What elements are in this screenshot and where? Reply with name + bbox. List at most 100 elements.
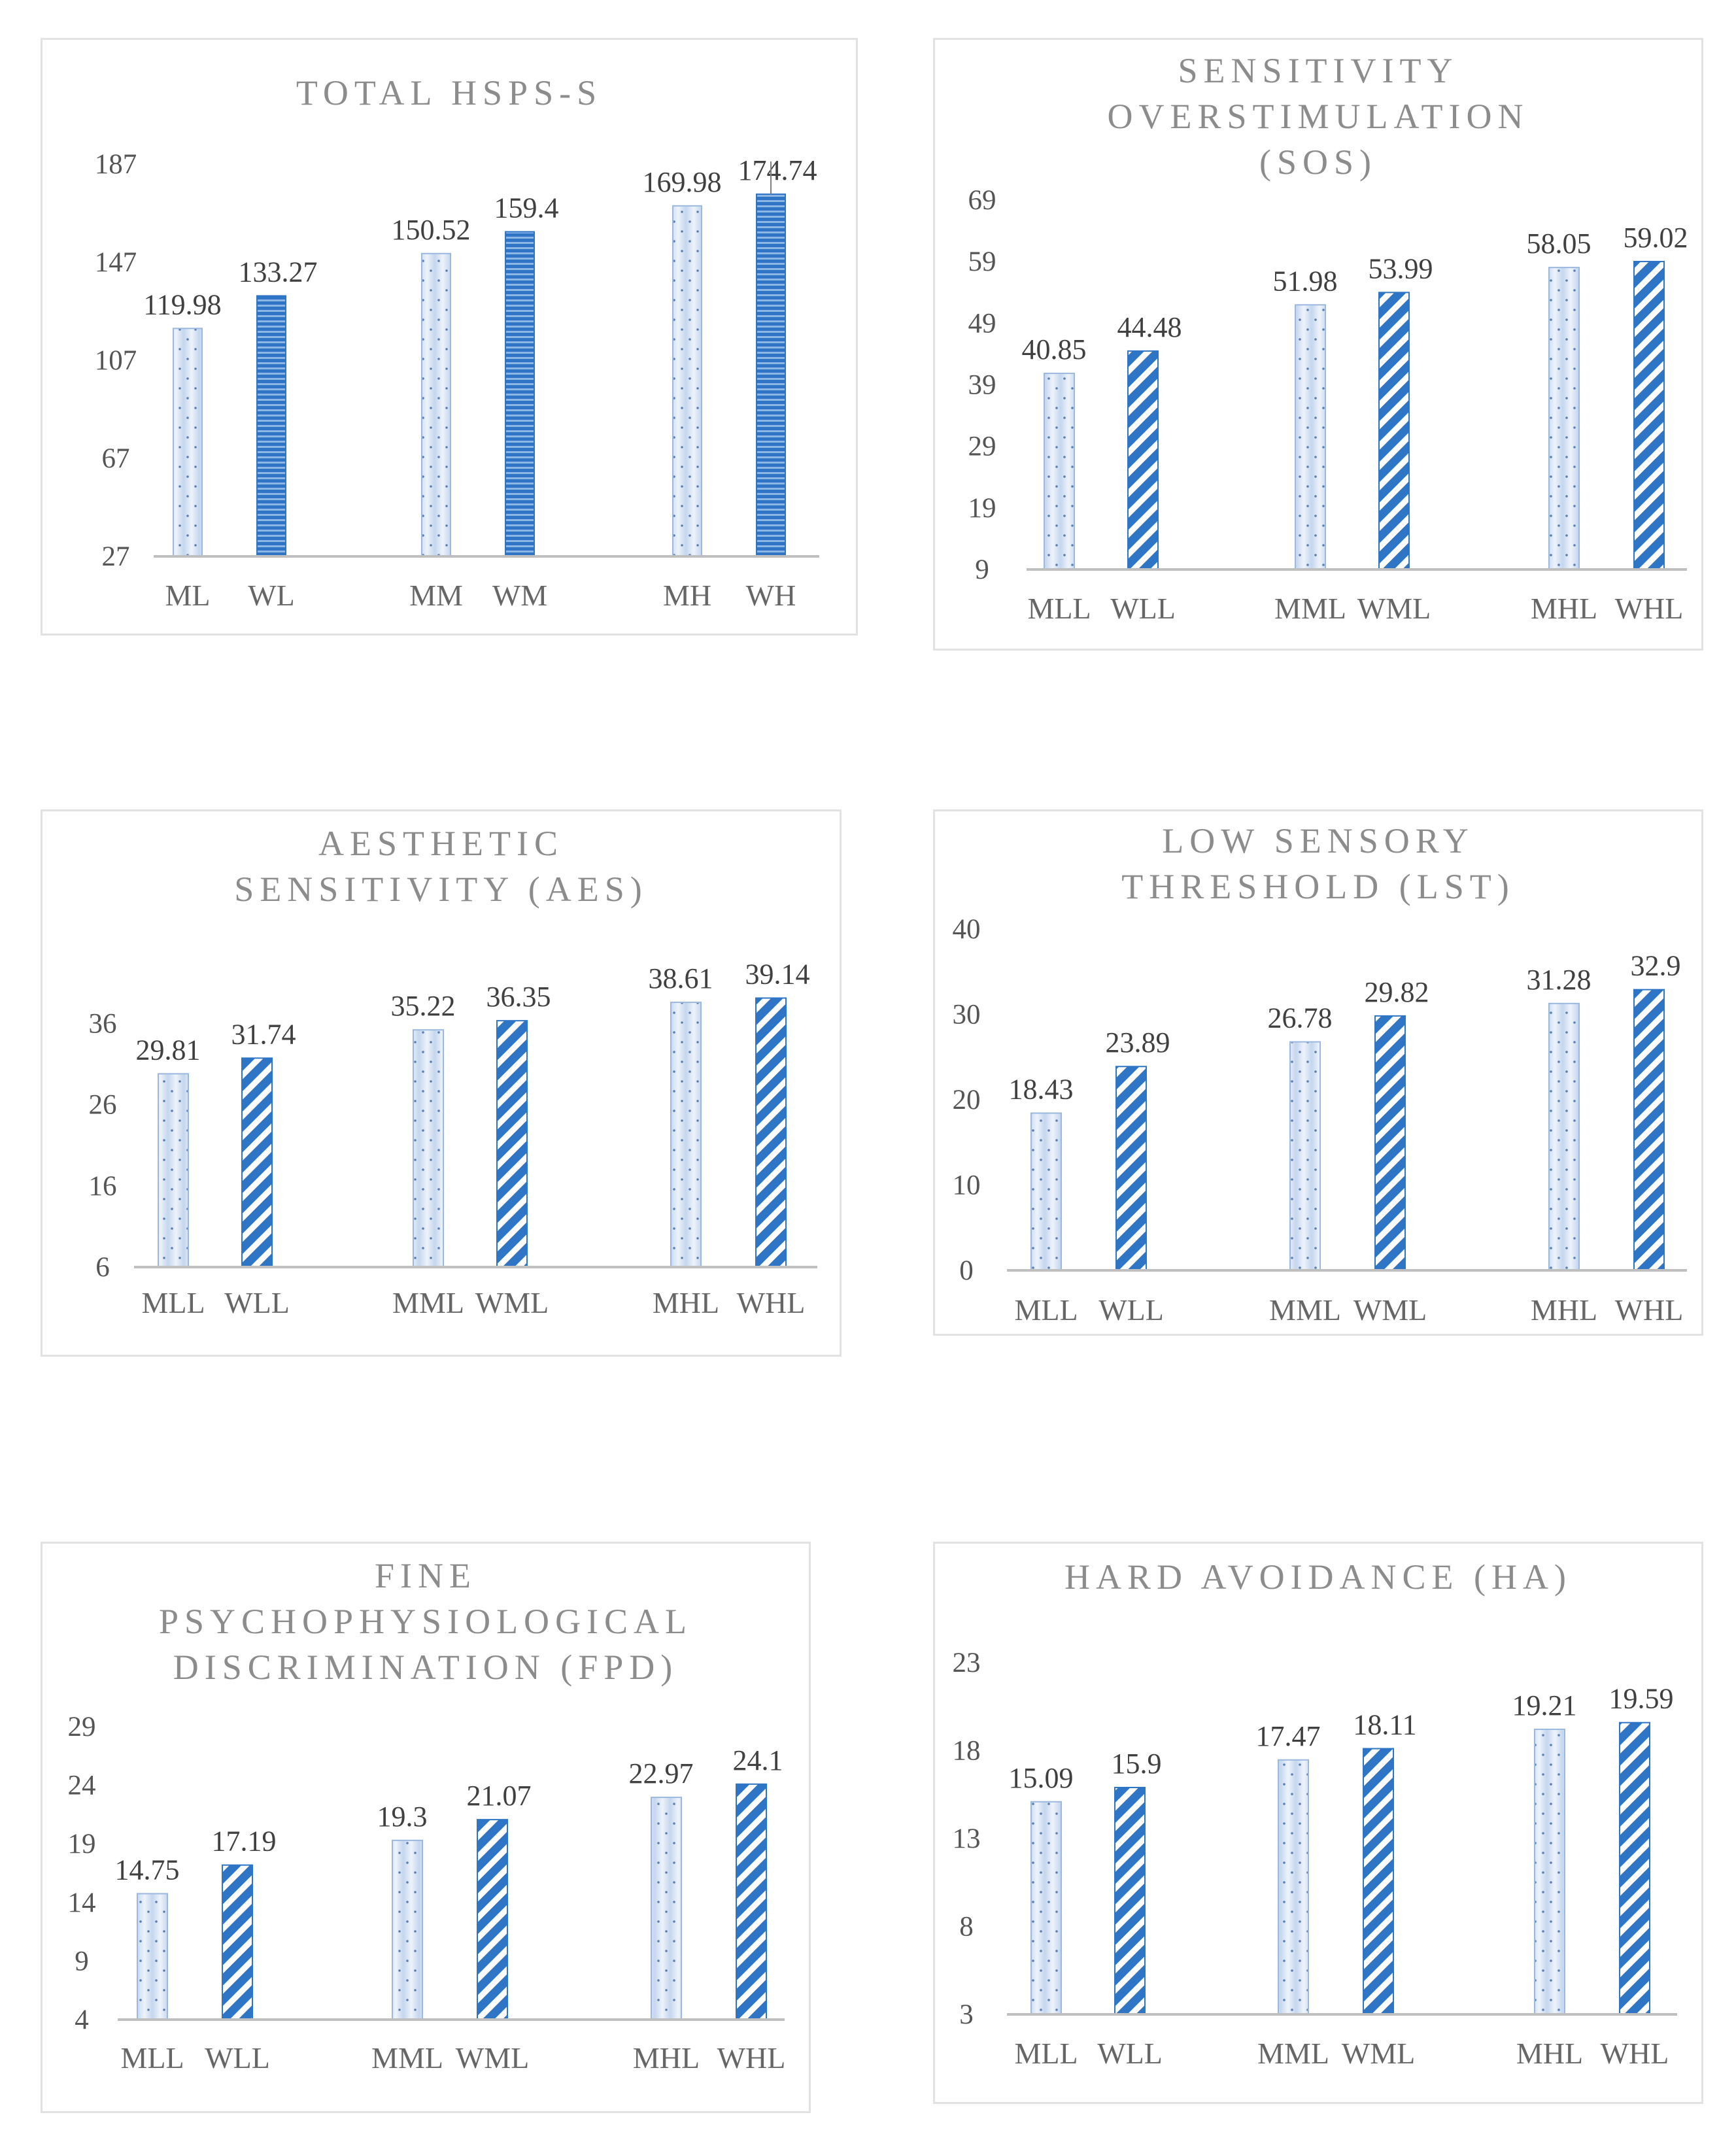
y-tick-label: 13 <box>953 1823 981 1854</box>
chart-title: LOW SENSORY THRESHOLD (LST) <box>935 818 1701 909</box>
chart-title-line: SENSITIVITY (AES) <box>234 870 648 909</box>
category-label: WLL <box>1110 592 1176 625</box>
chart-title-line: FINE <box>375 1556 477 1595</box>
category-label: WML <box>456 2041 529 2075</box>
bar <box>1363 1748 1394 2015</box>
data-label: 38.61 <box>649 962 713 994</box>
data-label: 17.19 <box>212 1825 277 1857</box>
bar <box>1295 304 1326 570</box>
category-label: WHL <box>1601 2037 1669 2070</box>
bar <box>413 1029 444 1268</box>
category-label: WHL <box>717 2041 786 2075</box>
bar <box>421 252 451 557</box>
bar <box>1378 292 1410 570</box>
data-label: 29.81 <box>136 1034 201 1066</box>
category-label: MM <box>409 579 463 612</box>
chart-panel-lst: LOW SENSORY THRESHOLD (LST) 0 10 20 30 40 18.… <box>933 809 1703 1336</box>
bar <box>505 231 535 557</box>
category-label: MH <box>663 579 711 612</box>
y-tick-label: 18 <box>953 1736 981 1767</box>
bar <box>158 1073 189 1268</box>
y-tick-label: 9 <box>75 1946 89 1976</box>
data-label: 24.1 <box>733 1744 783 1776</box>
chart-title-line: DISCRIMINATION (FPD) <box>173 1648 679 1687</box>
y-tick-label: 19 <box>68 1829 96 1859</box>
data-label: 39.14 <box>745 958 810 991</box>
y-tick-label: 8 <box>959 1912 974 1942</box>
bar <box>1619 1721 1650 2015</box>
y-tick-label: 23 <box>953 1648 981 1678</box>
y-tick-label: 30 <box>953 1000 981 1030</box>
y-tick-label: 20 <box>953 1085 981 1115</box>
data-label: 26.78 <box>1268 1002 1333 1034</box>
category-label: WML <box>1357 592 1431 625</box>
bar <box>477 1819 508 2020</box>
category-label: MLL <box>141 1286 205 1319</box>
y-tick-label: 39 <box>968 370 996 401</box>
bar <box>1115 1066 1147 1271</box>
chart-svg: 6 16 26 36 29.81 MLL 31.74 WLL 35.22 MML 36.35 WML 3… <box>89 958 817 1319</box>
data-label: 159.4 <box>494 192 559 224</box>
category-label: MML <box>1257 2037 1329 2070</box>
bar <box>1289 1041 1321 1271</box>
data-label: 58.05 <box>1527 228 1591 260</box>
y-tick-label: 27 <box>102 541 130 572</box>
chart-title: TOTAL HSPS-S <box>43 70 856 116</box>
y-tick-label: 0 <box>959 1255 974 1286</box>
chart-panel-ha: HARD AVOIDANCE (HA) 3 8 13 18 23 15.09 MLL 15.9… <box>933 1542 1703 2104</box>
data-label: 44.48 <box>1117 311 1182 343</box>
chart-title-line: (SOS) <box>1259 143 1378 182</box>
y-tick-label: 107 <box>95 345 137 376</box>
category-label: MML <box>371 2041 443 2075</box>
y-tick-label: 187 <box>95 149 137 180</box>
category-label: WHL <box>1615 1293 1684 1327</box>
y-tick-label: 10 <box>953 1170 981 1201</box>
category-label: WM <box>492 579 547 612</box>
y-tick-label: 19 <box>968 493 996 524</box>
data-label: 18.11 <box>1353 1709 1416 1741</box>
data-label: 40.85 <box>1022 333 1087 365</box>
data-label: 150.52 <box>392 214 471 246</box>
category-label: WML <box>1342 2037 1415 2070</box>
data-label: 133.27 <box>239 256 318 288</box>
data-label: 22.97 <box>629 1757 694 1789</box>
bar <box>1030 1801 1062 2015</box>
chart-title-line: THRESHOLD (LST) <box>1121 867 1515 906</box>
bar <box>1548 1002 1580 1271</box>
chart-panel-total-hsps: TOTAL HSPS-S 27 67 107 147 187 119.98 ML 133.27… <box>41 38 858 636</box>
y-tick-label: 3 <box>959 1999 974 2030</box>
chart-panel-aes: AESTHETIC SENSITIVITY (AES) 6 16 26 36 29.81… <box>41 809 842 1357</box>
chart-svg: 3 8 13 18 23 15.09 MLL 15.9 WLL 17.47 MML 18.11 WML 1… <box>953 1648 1677 2070</box>
chart-title: HARD AVOIDANCE (HA) <box>935 1554 1701 1600</box>
chart-title-line: SENSITIVITY <box>1178 51 1459 90</box>
chart-title-line: TOTAL HSPS-S <box>296 73 603 112</box>
bar <box>1534 1728 1565 2015</box>
y-tick-label: 67 <box>102 443 130 474</box>
data-label: 19.59 <box>1609 1683 1674 1715</box>
chart-title-line: HARD AVOIDANCE (HA) <box>1064 1557 1572 1597</box>
data-label: 21.07 <box>467 1780 532 1812</box>
bar <box>1278 1759 1309 2015</box>
chart-svg: 4 9 14 19 24 29 14.75 MLL 17.19 WLL 19.3 MML 21.07 WM… <box>68 1712 786 2075</box>
bar <box>137 1893 168 2020</box>
chart-title: AESTHETIC SENSITIVITY (AES) <box>43 821 840 912</box>
y-tick-label: 40 <box>953 914 981 945</box>
data-label: 15.9 <box>1112 1748 1162 1780</box>
category-label: WML <box>475 1286 549 1319</box>
chart-title-line: OVERSTIMULATION <box>1107 97 1529 136</box>
chart-title-line: AESTHETIC <box>318 824 564 863</box>
bar <box>1633 989 1665 1271</box>
category-label: WLL <box>1098 1293 1164 1327</box>
category-label: MML <box>1274 592 1346 625</box>
data-label: 119.98 <box>143 288 221 320</box>
chart-title-line: LOW SENSORY <box>1162 821 1474 860</box>
category-label: MHL <box>1531 592 1597 625</box>
bar <box>672 205 702 557</box>
bar <box>241 1057 273 1268</box>
bar <box>1548 267 1580 570</box>
bar <box>1030 1112 1062 1271</box>
category-label: MML <box>1269 1293 1341 1327</box>
data-label: 15.09 <box>1009 1762 1074 1794</box>
category-label: MLL <box>1014 2037 1078 2070</box>
category-label: MLL <box>1027 592 1091 625</box>
